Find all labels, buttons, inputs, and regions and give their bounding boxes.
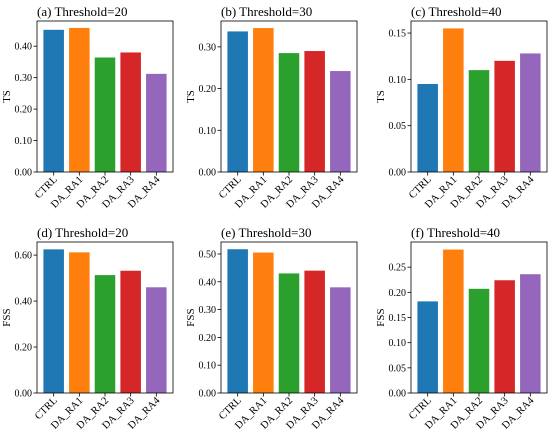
bar-da-ra4 [146, 287, 167, 393]
y-tick-label: 0.40 [15, 42, 33, 53]
chart-panel-2: 0.000.100.200.30CTRLDA_RA1DA_RA2DA_RA3DA… [185, 4, 358, 211]
chart-title: (b) Threshold=30 [221, 4, 312, 19]
y-axis-label: FSS [185, 308, 197, 326]
chart-title: (d) Threshold=20 [37, 225, 128, 240]
y-tick-label: 0.00 [199, 168, 217, 179]
bar-da-ra1 [69, 252, 90, 393]
y-tick-label: 0.60 [15, 251, 33, 262]
y-tick-label: 0.10 [389, 75, 407, 86]
bar-da-ra4 [520, 274, 541, 393]
bar-ctrl [417, 301, 438, 393]
y-tick-label: 0.05 [389, 121, 407, 132]
y-tick-label: 0.00 [389, 168, 407, 179]
y-tick-label: 0.30 [199, 42, 217, 53]
y-axis-label: FSS [375, 308, 387, 326]
bar-ctrl [43, 249, 64, 393]
chart-title: (a) Threshold=20 [37, 4, 128, 19]
y-tick-label: 0.20 [199, 333, 217, 344]
y-axis-label: FSS [1, 308, 13, 326]
bar-ctrl [43, 29, 64, 172]
y-tick-label: 0.20 [389, 288, 407, 299]
chart-title: (c) Threshold=40 [411, 4, 502, 19]
y-tick-label: 0.10 [389, 338, 407, 349]
bar-da-ra3 [494, 280, 515, 393]
bar-ctrl [227, 249, 248, 393]
bar-ctrl [417, 83, 438, 172]
y-tick-label: 0.00 [389, 389, 407, 400]
y-tick-label: 0.00 [199, 389, 217, 400]
bar-da-ra1 [443, 249, 464, 393]
chart-panel-6: 0.000.050.100.150.200.25CTRLDA_RA1DA_RA2… [375, 225, 548, 432]
bar-da-ra3 [494, 60, 515, 173]
bar-da-ra2 [468, 288, 490, 393]
chart-title: (e) Threshold=30 [221, 225, 312, 240]
y-tick-label: 0.20 [15, 343, 33, 354]
bar-da-ra2 [278, 53, 300, 172]
bar-da-ra4 [330, 287, 351, 393]
y-tick-label: 0.10 [199, 126, 217, 137]
y-tick-label: 0.25 [389, 263, 407, 274]
y-tick-label: 0.10 [199, 361, 217, 372]
bar-da-ra2 [468, 70, 490, 172]
y-tick-label: 0.05 [389, 363, 407, 374]
y-axis-label: TS [375, 90, 387, 103]
y-tick-label: 0.30 [199, 305, 217, 316]
bar-da-ra3 [120, 270, 141, 393]
y-tick-label: 0.40 [199, 277, 217, 288]
y-tick-label: 0.50 [199, 249, 217, 260]
chart-panel-5: 0.000.100.200.300.400.50CTRLDA_RA1DA_RA2… [185, 225, 358, 432]
y-tick-label: 0.00 [15, 168, 33, 179]
bar-da-ra4 [146, 73, 167, 172]
y-tick-label: 0.10 [15, 136, 33, 147]
y-tick-label: 0.20 [199, 84, 217, 95]
chart-panel-3: 0.000.050.100.15CTRLDA_RA1DA_RA2DA_RA3DA… [375, 4, 548, 211]
bar-da-ra3 [304, 51, 325, 172]
bar-da-ra1 [253, 252, 274, 393]
y-tick-label: 0.15 [389, 29, 407, 40]
bar-da-ra2 [94, 275, 116, 393]
y-axis-label: TS [1, 90, 13, 103]
bar-ctrl [227, 31, 248, 172]
bar-da-ra2 [278, 273, 300, 393]
y-tick-label: 0.15 [389, 313, 407, 324]
y-tick-label: 0.00 [15, 389, 33, 400]
bar-da-ra1 [443, 28, 464, 173]
chart-title: (f) Threshold=40 [411, 225, 500, 240]
bar-da-ra3 [304, 270, 325, 393]
bar-da-ra4 [330, 71, 351, 172]
y-axis-label: TS [185, 90, 197, 103]
bar-da-ra2 [94, 57, 116, 172]
chart-panel-1: 0.000.100.200.300.40CTRLDA_RA1DA_RA2DA_R… [1, 4, 174, 211]
bar-da-ra3 [120, 52, 141, 173]
bar-da-ra1 [69, 27, 90, 172]
bar-da-ra1 [253, 28, 274, 173]
chart-panel-4: 0.000.200.400.60CTRLDA_RA1DA_RA2DA_RA3DA… [1, 225, 174, 432]
y-tick-label: 0.40 [15, 297, 33, 308]
bar-da-ra4 [520, 53, 541, 173]
y-tick-label: 0.30 [15, 73, 33, 84]
y-tick-label: 0.20 [15, 105, 33, 116]
